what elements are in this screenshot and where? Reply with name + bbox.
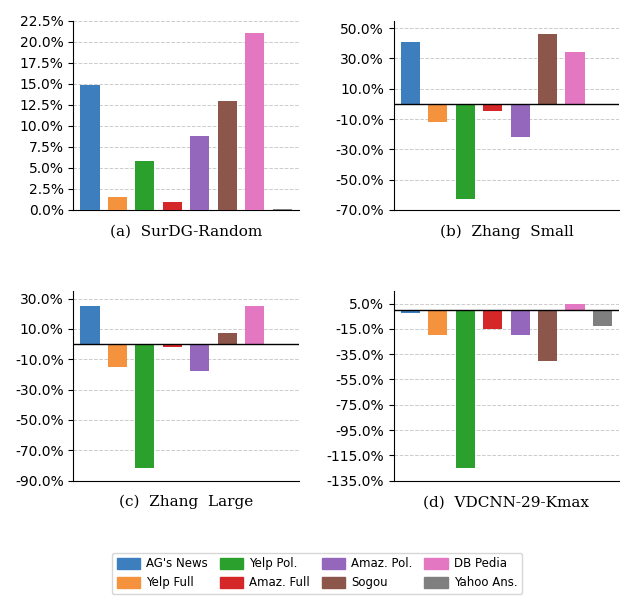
Bar — [428, 104, 448, 122]
Bar — [190, 136, 209, 210]
Title: (b)  Zhang  Small: (b) Zhang Small — [439, 224, 573, 239]
Bar — [456, 104, 475, 199]
Bar — [135, 161, 155, 210]
Title: (d)  VDCNN-29-Kmax: (d) VDCNN-29-Kmax — [424, 496, 590, 509]
Bar — [566, 304, 585, 310]
Bar — [135, 344, 155, 469]
Bar — [401, 310, 420, 313]
Bar — [245, 33, 264, 210]
Bar — [510, 310, 530, 335]
Bar — [217, 334, 237, 344]
Bar — [428, 310, 448, 335]
Bar — [81, 85, 100, 210]
Bar — [163, 202, 182, 210]
Bar — [190, 344, 209, 371]
Bar — [108, 344, 127, 367]
Bar — [81, 306, 100, 344]
Bar — [566, 52, 585, 104]
Bar — [483, 310, 502, 329]
Bar — [538, 34, 557, 104]
Bar — [245, 306, 264, 344]
Bar — [538, 310, 557, 361]
Bar — [510, 104, 530, 137]
Bar — [163, 344, 182, 347]
Title: (a)  SurDG-Random: (a) SurDG-Random — [110, 225, 262, 239]
Bar — [273, 209, 292, 210]
Legend: AG's News, Yelp Full, Yelp Pol., Amaz. Full, Amaz. Pol., Sogou, DB Pedia, Yahoo : AG's News, Yelp Full, Yelp Pol., Amaz. F… — [112, 553, 522, 594]
Bar — [483, 104, 502, 112]
Bar — [217, 101, 237, 210]
Bar — [108, 197, 127, 210]
Bar — [593, 310, 612, 326]
Bar — [456, 310, 475, 468]
Bar — [401, 43, 420, 104]
Title: (c)  Zhang  Large: (c) Zhang Large — [119, 495, 253, 509]
